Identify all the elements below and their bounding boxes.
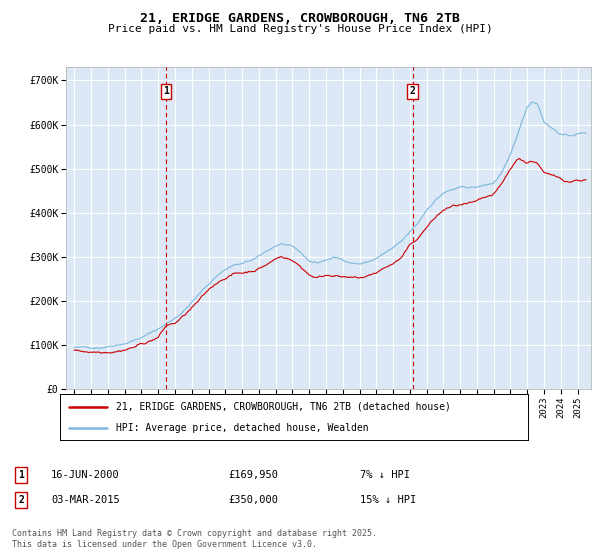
Text: £350,000: £350,000 <box>228 495 278 505</box>
Text: Contains HM Land Registry data © Crown copyright and database right 2025.
This d: Contains HM Land Registry data © Crown c… <box>12 529 377 549</box>
Text: HPI: Average price, detached house, Wealden: HPI: Average price, detached house, Weal… <box>116 423 369 433</box>
Text: 16-JUN-2000: 16-JUN-2000 <box>51 470 120 480</box>
Text: 2: 2 <box>18 495 24 505</box>
Text: £169,950: £169,950 <box>228 470 278 480</box>
Text: Price paid vs. HM Land Registry's House Price Index (HPI): Price paid vs. HM Land Registry's House … <box>107 24 493 34</box>
Text: 2: 2 <box>410 86 416 96</box>
Text: 15% ↓ HPI: 15% ↓ HPI <box>360 495 416 505</box>
Text: 1: 1 <box>18 470 24 480</box>
Text: 1: 1 <box>163 86 169 96</box>
Text: 21, ERIDGE GARDENS, CROWBOROUGH, TN6 2TB: 21, ERIDGE GARDENS, CROWBOROUGH, TN6 2TB <box>140 12 460 25</box>
Text: 7% ↓ HPI: 7% ↓ HPI <box>360 470 410 480</box>
Text: 21, ERIDGE GARDENS, CROWBOROUGH, TN6 2TB (detached house): 21, ERIDGE GARDENS, CROWBOROUGH, TN6 2TB… <box>116 402 451 412</box>
Text: 03-MAR-2015: 03-MAR-2015 <box>51 495 120 505</box>
